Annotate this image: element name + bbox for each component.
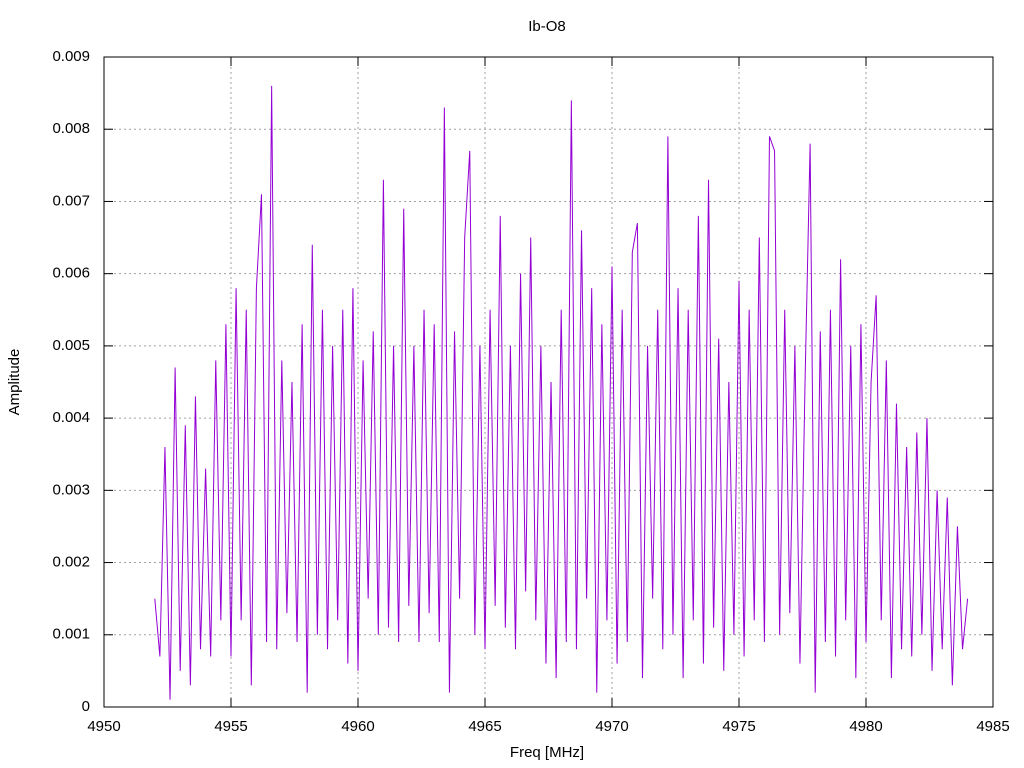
x-axis-label: Freq [MHz] xyxy=(510,744,584,761)
y-tick-label: 0.006 xyxy=(52,265,90,282)
x-tick-label: 4975 xyxy=(722,718,755,735)
x-tick-label: 4980 xyxy=(849,718,882,735)
x-tick-label: 4970 xyxy=(595,718,628,735)
y-tick-label: 0.003 xyxy=(52,481,90,498)
data-line xyxy=(154,85,969,700)
y-tick-label: 0.007 xyxy=(52,192,90,209)
x-tick-label: 4965 xyxy=(468,718,501,735)
y-tick-label: 0.001 xyxy=(52,626,90,643)
y-tick-label: 0.002 xyxy=(52,554,90,571)
x-tick-label: 4950 xyxy=(87,718,120,735)
y-axis-label: Amplitude xyxy=(6,349,23,416)
x-tick-label: 4955 xyxy=(214,718,247,735)
y-tick-label: 0.008 xyxy=(52,120,90,137)
y-tick-label: 0.005 xyxy=(52,337,90,354)
chart-title: Ib-O8 xyxy=(528,18,566,35)
y-tick-label: 0.004 xyxy=(52,409,90,426)
x-tick-label: 4985 xyxy=(976,718,1009,735)
plot-border xyxy=(103,56,994,708)
y-tick-label: 0 xyxy=(82,698,90,715)
x-tick-label: 4960 xyxy=(341,718,374,735)
y-tick-label: 0.009 xyxy=(52,48,90,65)
